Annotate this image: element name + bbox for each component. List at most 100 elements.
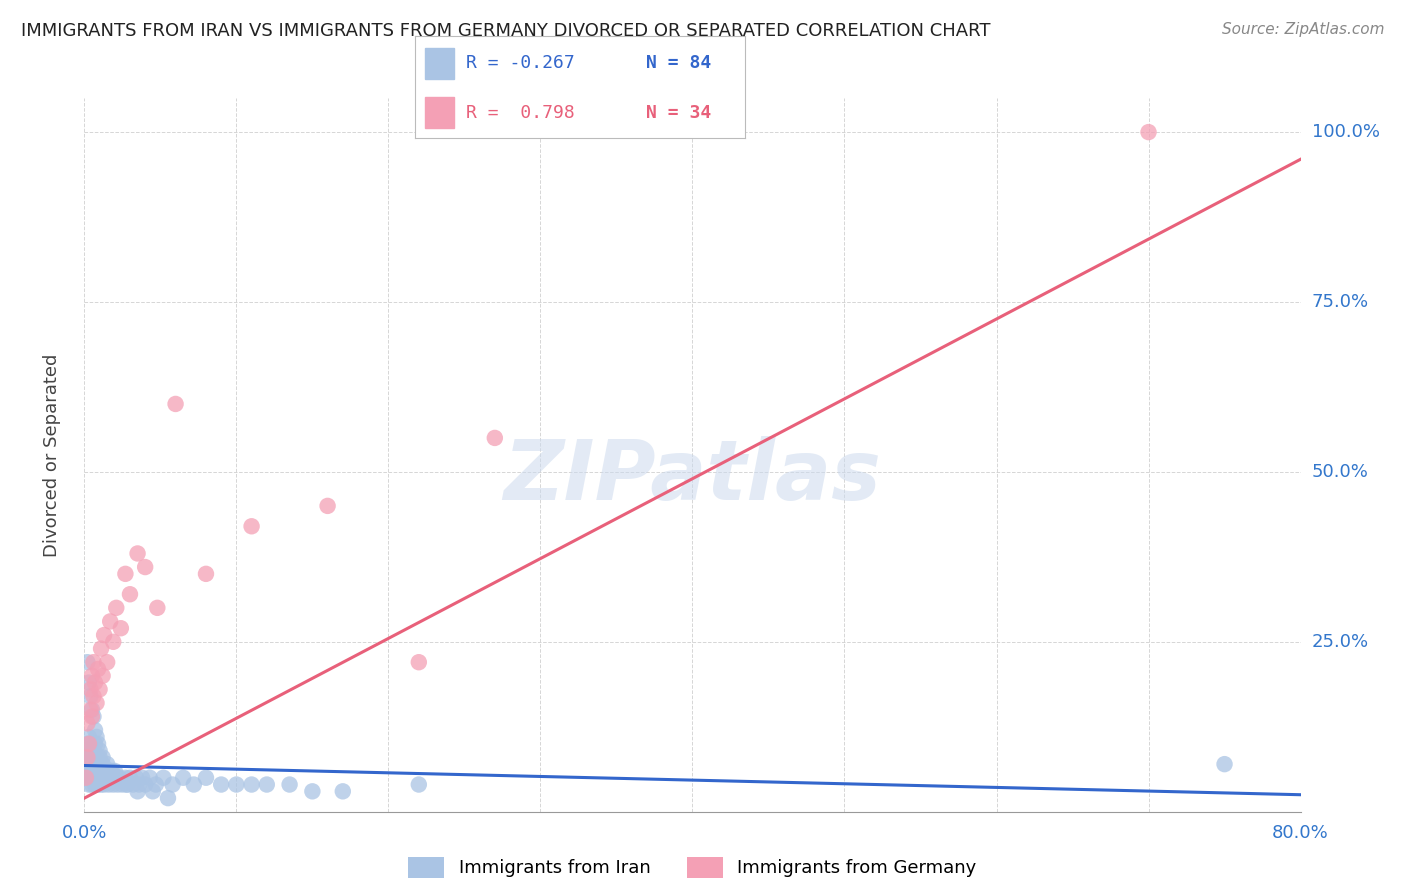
Point bbox=[84, 764, 107, 778]
Point bbox=[91, 757, 114, 772]
Point bbox=[79, 757, 101, 772]
Point bbox=[134, 560, 156, 574]
Point bbox=[98, 764, 121, 778]
Point bbox=[82, 655, 104, 669]
Point bbox=[79, 682, 101, 697]
Point bbox=[122, 778, 145, 792]
Point bbox=[80, 778, 103, 792]
Point bbox=[194, 566, 218, 581]
Point bbox=[107, 771, 129, 785]
Point bbox=[84, 723, 107, 738]
Point bbox=[86, 750, 108, 764]
Point bbox=[76, 750, 98, 764]
Point bbox=[79, 771, 101, 785]
Point bbox=[134, 778, 156, 792]
Point bbox=[332, 784, 354, 798]
Point bbox=[97, 778, 120, 792]
Point bbox=[131, 771, 153, 785]
Point bbox=[87, 757, 110, 772]
Point bbox=[90, 778, 112, 792]
Point bbox=[484, 431, 506, 445]
Point bbox=[89, 750, 111, 764]
Point bbox=[128, 778, 150, 792]
Point bbox=[80, 703, 103, 717]
Point bbox=[76, 771, 98, 785]
Point bbox=[100, 764, 122, 778]
Point bbox=[225, 778, 247, 792]
Text: 100.0%: 100.0% bbox=[1312, 123, 1379, 141]
Point bbox=[103, 778, 125, 792]
Point bbox=[142, 784, 165, 798]
Legend: Immigrants from Iran, Immigrants from Germany: Immigrants from Iran, Immigrants from Ge… bbox=[401, 849, 984, 885]
Point bbox=[82, 771, 104, 785]
Point bbox=[89, 771, 111, 785]
Point bbox=[79, 743, 101, 757]
Point bbox=[145, 778, 167, 792]
Text: Source: ZipAtlas.com: Source: ZipAtlas.com bbox=[1222, 22, 1385, 37]
Text: 50.0%: 50.0% bbox=[1312, 463, 1368, 481]
Point bbox=[90, 764, 112, 778]
Text: N = 34: N = 34 bbox=[647, 103, 711, 121]
Point bbox=[146, 600, 169, 615]
Point bbox=[75, 750, 97, 764]
Point bbox=[240, 778, 263, 792]
Point bbox=[125, 771, 148, 785]
Point bbox=[86, 730, 108, 744]
Point bbox=[82, 709, 104, 723]
Text: 25.0%: 25.0% bbox=[1312, 632, 1369, 651]
Point bbox=[316, 499, 339, 513]
Point bbox=[80, 750, 103, 764]
Point bbox=[77, 737, 100, 751]
Point bbox=[79, 689, 101, 703]
Point bbox=[105, 771, 128, 785]
Point bbox=[408, 778, 430, 792]
Point bbox=[278, 778, 301, 792]
Point bbox=[138, 771, 160, 785]
Point bbox=[96, 771, 118, 785]
Point bbox=[87, 778, 110, 792]
Point bbox=[108, 771, 131, 785]
Point bbox=[80, 709, 103, 723]
Text: R =  0.798: R = 0.798 bbox=[465, 103, 575, 121]
Point bbox=[118, 587, 141, 601]
Point bbox=[82, 743, 104, 757]
Point bbox=[77, 778, 100, 792]
Point bbox=[76, 737, 98, 751]
Text: N = 84: N = 84 bbox=[647, 54, 711, 72]
Point bbox=[91, 669, 114, 683]
Point bbox=[115, 778, 138, 792]
Point bbox=[86, 771, 108, 785]
Point bbox=[77, 750, 100, 764]
Point bbox=[165, 397, 187, 411]
Point bbox=[90, 641, 112, 656]
Point bbox=[76, 757, 98, 772]
Point bbox=[127, 546, 149, 560]
Point bbox=[110, 621, 132, 635]
Point bbox=[408, 655, 430, 669]
Point bbox=[256, 778, 278, 792]
Point bbox=[84, 737, 107, 751]
Point bbox=[76, 716, 98, 731]
Point bbox=[91, 771, 114, 785]
Point bbox=[80, 764, 103, 778]
Point bbox=[96, 757, 118, 772]
Point bbox=[87, 662, 110, 676]
Point bbox=[240, 519, 263, 533]
Point bbox=[183, 778, 205, 792]
Point bbox=[86, 696, 108, 710]
Point bbox=[209, 778, 232, 792]
Text: 75.0%: 75.0% bbox=[1312, 293, 1369, 311]
Y-axis label: Divorced or Separated: Divorced or Separated bbox=[42, 353, 60, 557]
Point bbox=[114, 771, 136, 785]
Point bbox=[93, 628, 115, 642]
Point bbox=[111, 778, 134, 792]
Point bbox=[301, 784, 323, 798]
Point bbox=[105, 600, 128, 615]
Text: IMMIGRANTS FROM IRAN VS IMMIGRANTS FROM GERMANY DIVORCED OR SEPARATED CORRELATIO: IMMIGRANTS FROM IRAN VS IMMIGRANTS FROM … bbox=[21, 22, 991, 40]
Point bbox=[1213, 757, 1236, 772]
Point bbox=[96, 655, 118, 669]
Point bbox=[80, 669, 103, 683]
Point bbox=[118, 771, 141, 785]
Point bbox=[77, 730, 100, 744]
FancyBboxPatch shape bbox=[425, 97, 454, 128]
